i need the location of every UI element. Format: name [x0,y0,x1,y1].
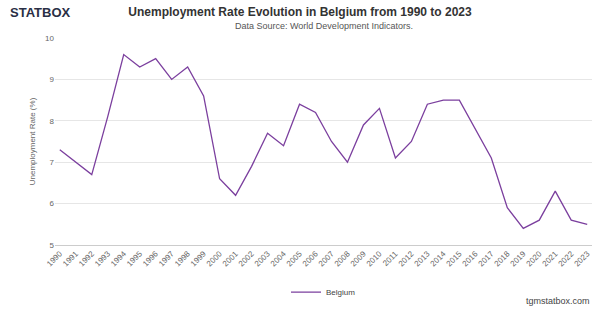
svg-text:9: 9 [50,75,55,84]
svg-text:2018: 2018 [493,249,512,268]
svg-text:2001: 2001 [221,249,240,268]
svg-text:2022: 2022 [557,249,576,268]
svg-text:2023: 2023 [573,249,592,268]
svg-text:1995: 1995 [125,249,144,268]
svg-text:2000: 2000 [205,249,224,268]
svg-text:6: 6 [50,199,55,208]
svg-text:2019: 2019 [509,249,528,268]
svg-text:2009: 2009 [349,249,368,268]
svg-text:Belgium: Belgium [326,288,355,297]
svg-text:2006: 2006 [301,249,320,268]
svg-text:Data Source: World Development: Data Source: World Development Indicator… [235,21,413,31]
svg-text:2011: 2011 [381,249,400,268]
svg-text:2014: 2014 [429,249,448,268]
svg-text:2004: 2004 [269,249,288,268]
svg-text:2007: 2007 [317,249,336,268]
svg-text:1996: 1996 [141,249,160,268]
svg-text:2012: 2012 [397,249,416,268]
svg-text:2017: 2017 [477,249,496,268]
svg-text:1997: 1997 [157,249,176,268]
svg-text:10: 10 [45,34,54,43]
svg-text:1991: 1991 [61,249,80,268]
svg-text:tgmstatbox.com: tgmstatbox.com [526,296,590,306]
svg-text:2016: 2016 [461,249,480,268]
svg-text:2013: 2013 [413,249,432,268]
svg-text:2003: 2003 [253,249,272,268]
svg-text:2008: 2008 [333,249,352,268]
svg-text:1993: 1993 [93,249,112,268]
svg-text:2021: 2021 [541,249,560,268]
svg-text:2020: 2020 [525,249,544,268]
svg-text:2005: 2005 [285,249,304,268]
svg-text:STATBOX: STATBOX [10,5,71,20]
svg-text:2010: 2010 [365,249,384,268]
svg-text:1990: 1990 [45,249,64,268]
svg-text:7: 7 [50,158,55,167]
svg-text:Unemployment Rate (%): Unemployment Rate (%) [28,97,37,185]
svg-text:2002: 2002 [237,249,256,268]
svg-text:1998: 1998 [173,249,192,268]
svg-text:1992: 1992 [77,249,96,268]
svg-text:2015: 2015 [445,249,464,268]
svg-text:1994: 1994 [109,249,128,268]
svg-text:5: 5 [50,241,55,250]
svg-text:1999: 1999 [189,249,208,268]
svg-text:Unemployment Rate Evolution in: Unemployment Rate Evolution in Belgium f… [128,5,472,19]
svg-text:8: 8 [50,117,55,126]
